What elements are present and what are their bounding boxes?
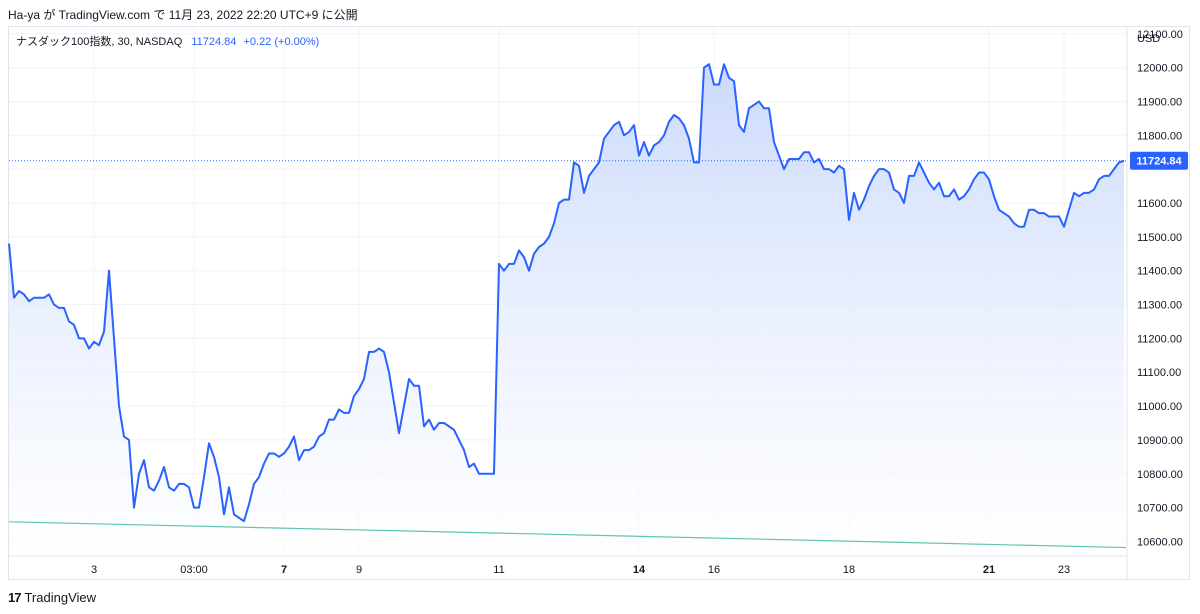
price-tick-label: 11800.00 bbox=[1137, 130, 1182, 142]
price-tick-label: 11200.00 bbox=[1137, 333, 1182, 345]
time-tick-label: 3 bbox=[91, 564, 97, 576]
price-line bbox=[8, 63, 1125, 523]
time-tick-label: 03:00 bbox=[180, 564, 208, 576]
trend-line[interactable] bbox=[8, 521, 1127, 549]
last-price-tag: 11724.84 bbox=[1130, 151, 1188, 170]
price-tick-label: 12100.00 bbox=[1137, 29, 1183, 41]
price-tick-label: 11500.00 bbox=[1137, 232, 1182, 244]
time-tick-label: 23 bbox=[1058, 564, 1070, 576]
price-tick-label: 10600.00 bbox=[1137, 536, 1183, 548]
time-tick-label: 18 bbox=[843, 564, 855, 576]
time-tick-label: 11 bbox=[493, 564, 504, 576]
symbol-legend[interactable]: ナスダック100指数, 30, NASDAQ 11724.84 +0.22 (+… bbox=[16, 33, 319, 49]
publish-info: Ha-ya が TradingView.com で 11月 23, 2022 2… bbox=[8, 8, 358, 22]
symbol-name: ナスダック100指数, 30, NASDAQ bbox=[16, 36, 183, 48]
price-tick-label: 12000.00 bbox=[1137, 63, 1183, 75]
currency-label: USD bbox=[1137, 33, 1160, 45]
time-tick-label: 9 bbox=[356, 564, 362, 576]
price-tick-label: 11000.00 bbox=[1137, 401, 1182, 413]
legend-change: +0.22 (+0.00%) bbox=[243, 36, 320, 48]
last-price-label: 11724.84 bbox=[1136, 156, 1182, 168]
footer-branding[interactable]: 17 TradingView bbox=[8, 590, 96, 605]
price-axis[interactable]: 10600.00 10700.00 10800.00 10900.00 11000.00… bbox=[1137, 29, 1183, 549]
price-tick-label: 11100.00 bbox=[1137, 367, 1181, 379]
price-tick-label: 11900.00 bbox=[1137, 96, 1182, 108]
chart-frame bbox=[8, 26, 1190, 580]
time-tick-label: 16 bbox=[708, 564, 720, 576]
price-tick-label: 10800.00 bbox=[1137, 469, 1183, 481]
time-tick-label: 21 bbox=[983, 564, 995, 576]
price-tick-label: 11300.00 bbox=[1137, 300, 1182, 312]
price-tick-label: 11600.00 bbox=[1137, 198, 1182, 210]
price-tick-label: 10700.00 bbox=[1137, 503, 1183, 515]
time-axis[interactable]: 3 03:00 7 9 11 14 16 18 21 23 bbox=[91, 564, 1070, 576]
time-tick-label: 7 bbox=[281, 564, 287, 576]
price-tick-label: 10900.00 bbox=[1137, 435, 1183, 447]
brand-name: TradingView bbox=[24, 590, 97, 605]
price-tick-label: 11400.00 bbox=[1137, 266, 1182, 278]
tradingview-logo-icon: 17 bbox=[8, 590, 22, 605]
legend-price: 11724.84 bbox=[191, 36, 237, 48]
time-tick-label: 14 bbox=[633, 564, 646, 576]
price-area bbox=[9, 64, 1124, 555]
